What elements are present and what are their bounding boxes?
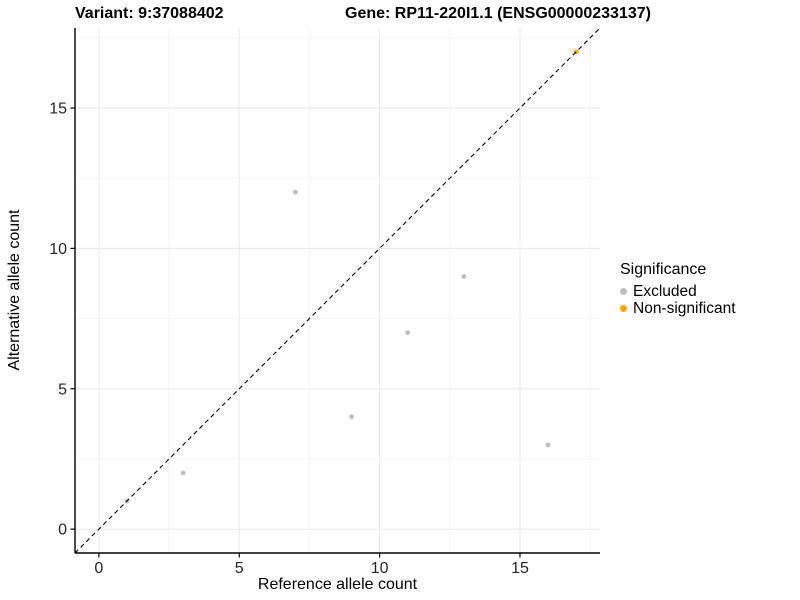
- y-tick-label: 15: [49, 101, 67, 118]
- legend-item-excluded: Excluded: [620, 283, 736, 300]
- legend-title: Significance: [620, 261, 707, 278]
- y-tick-label: 5: [58, 381, 67, 398]
- data-point-excluded: [180, 470, 186, 476]
- legend-item-label: Excluded: [633, 282, 697, 300]
- x-axis-title: Reference allele count: [257, 576, 418, 593]
- variant-title: Variant: 9:37088402: [75, 5, 224, 22]
- x-tick-label: 10: [371, 560, 389, 577]
- legend-item-label: Non-significant: [633, 299, 736, 317]
- excluded-dot-icon: [620, 288, 627, 295]
- significance-legend: Significance Excluded Non-significant: [620, 261, 736, 317]
- y-tick-label: 10: [49, 241, 67, 258]
- legend-item-nonsignificant: Non-significant: [620, 300, 736, 317]
- x-tick-label: 5: [235, 560, 244, 577]
- gene-title: Gene: RP11-220I1.1 (ENSG00000233137): [345, 5, 651, 22]
- identity-dashed-line: [74, 27, 601, 554]
- data-point-excluded: [405, 330, 411, 336]
- data-point-excluded: [349, 414, 354, 420]
- data-point-excluded: [461, 274, 467, 279]
- data-point-excluded: [292, 189, 298, 195]
- x-tick-label: 0: [94, 560, 103, 577]
- non-significant-dot-icon: [620, 305, 627, 312]
- y-tick-label: 0: [58, 522, 67, 539]
- data-point-excluded: [545, 442, 551, 448]
- x-tick-label: 15: [511, 560, 529, 577]
- y-axis-title: Alternative allele count: [6, 209, 23, 371]
